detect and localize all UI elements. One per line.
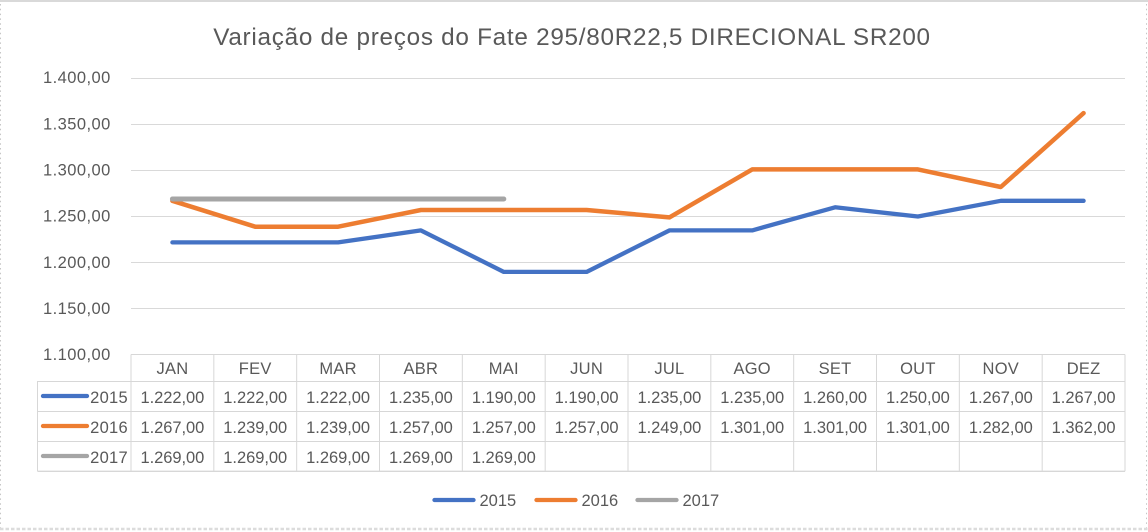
svg-text:1.222,00: 1.222,00	[223, 389, 287, 407]
svg-text:1.269,00: 1.269,00	[223, 449, 287, 467]
svg-text:1.200,00: 1.200,00	[43, 254, 111, 272]
svg-text:1.300,00: 1.300,00	[43, 162, 111, 180]
svg-text:NOV: NOV	[983, 360, 1020, 378]
svg-text:2016: 2016	[582, 492, 619, 510]
svg-text:2016: 2016	[90, 419, 128, 437]
svg-text:1.269,00: 1.269,00	[472, 449, 536, 467]
svg-text:1.282,00: 1.282,00	[969, 419, 1033, 437]
svg-text:1.301,00: 1.301,00	[720, 419, 784, 437]
svg-text:MAR: MAR	[319, 360, 356, 378]
svg-text:JUN: JUN	[570, 360, 603, 378]
svg-text:1.190,00: 1.190,00	[555, 389, 619, 407]
svg-text:MAI: MAI	[489, 360, 519, 378]
svg-text:JAN: JAN	[156, 360, 188, 378]
svg-text:1.301,00: 1.301,00	[886, 419, 950, 437]
svg-text:1.257,00: 1.257,00	[389, 419, 453, 437]
svg-text:1.249,00: 1.249,00	[637, 419, 701, 437]
svg-text:JUL: JUL	[654, 360, 684, 378]
svg-text:1.257,00: 1.257,00	[555, 419, 619, 437]
svg-text:2015: 2015	[90, 389, 128, 407]
svg-text:1.267,00: 1.267,00	[140, 419, 204, 437]
svg-text:2017: 2017	[683, 492, 720, 510]
svg-text:1.269,00: 1.269,00	[306, 449, 370, 467]
svg-text:1.250,00: 1.250,00	[886, 389, 950, 407]
svg-text:1.257,00: 1.257,00	[472, 419, 536, 437]
svg-text:1.301,00: 1.301,00	[803, 419, 867, 437]
svg-text:SET: SET	[819, 360, 852, 378]
svg-text:1.100,00: 1.100,00	[43, 346, 111, 364]
svg-text:1.239,00: 1.239,00	[306, 419, 370, 437]
svg-text:Variação de preços do Fate 295: Variação de preços do Fate 295/80R22,5 D…	[213, 24, 931, 51]
svg-text:2015: 2015	[480, 492, 517, 510]
svg-text:DEZ: DEZ	[1067, 360, 1101, 378]
svg-text:2017: 2017	[90, 449, 128, 467]
svg-text:1.222,00: 1.222,00	[306, 389, 370, 407]
svg-text:1.235,00: 1.235,00	[637, 389, 701, 407]
svg-text:1.235,00: 1.235,00	[389, 389, 453, 407]
svg-text:AGO: AGO	[733, 360, 770, 378]
svg-text:1.250,00: 1.250,00	[43, 208, 111, 226]
svg-text:1.269,00: 1.269,00	[140, 449, 204, 467]
svg-text:FEV: FEV	[239, 360, 272, 378]
svg-text:1.400,00: 1.400,00	[43, 69, 111, 87]
svg-text:1.235,00: 1.235,00	[720, 389, 784, 407]
svg-text:1.239,00: 1.239,00	[223, 419, 287, 437]
svg-text:1.267,00: 1.267,00	[1052, 389, 1116, 407]
svg-text:1.350,00: 1.350,00	[43, 115, 111, 133]
svg-text:ABR: ABR	[404, 360, 439, 378]
svg-text:1.260,00: 1.260,00	[803, 389, 867, 407]
svg-text:1.222,00: 1.222,00	[140, 389, 204, 407]
svg-text:1.150,00: 1.150,00	[43, 300, 111, 318]
svg-text:OUT: OUT	[900, 360, 936, 378]
svg-text:1.362,00: 1.362,00	[1052, 419, 1116, 437]
svg-text:1.190,00: 1.190,00	[472, 389, 536, 407]
svg-text:1.269,00: 1.269,00	[389, 449, 453, 467]
svg-text:1.267,00: 1.267,00	[969, 389, 1033, 407]
